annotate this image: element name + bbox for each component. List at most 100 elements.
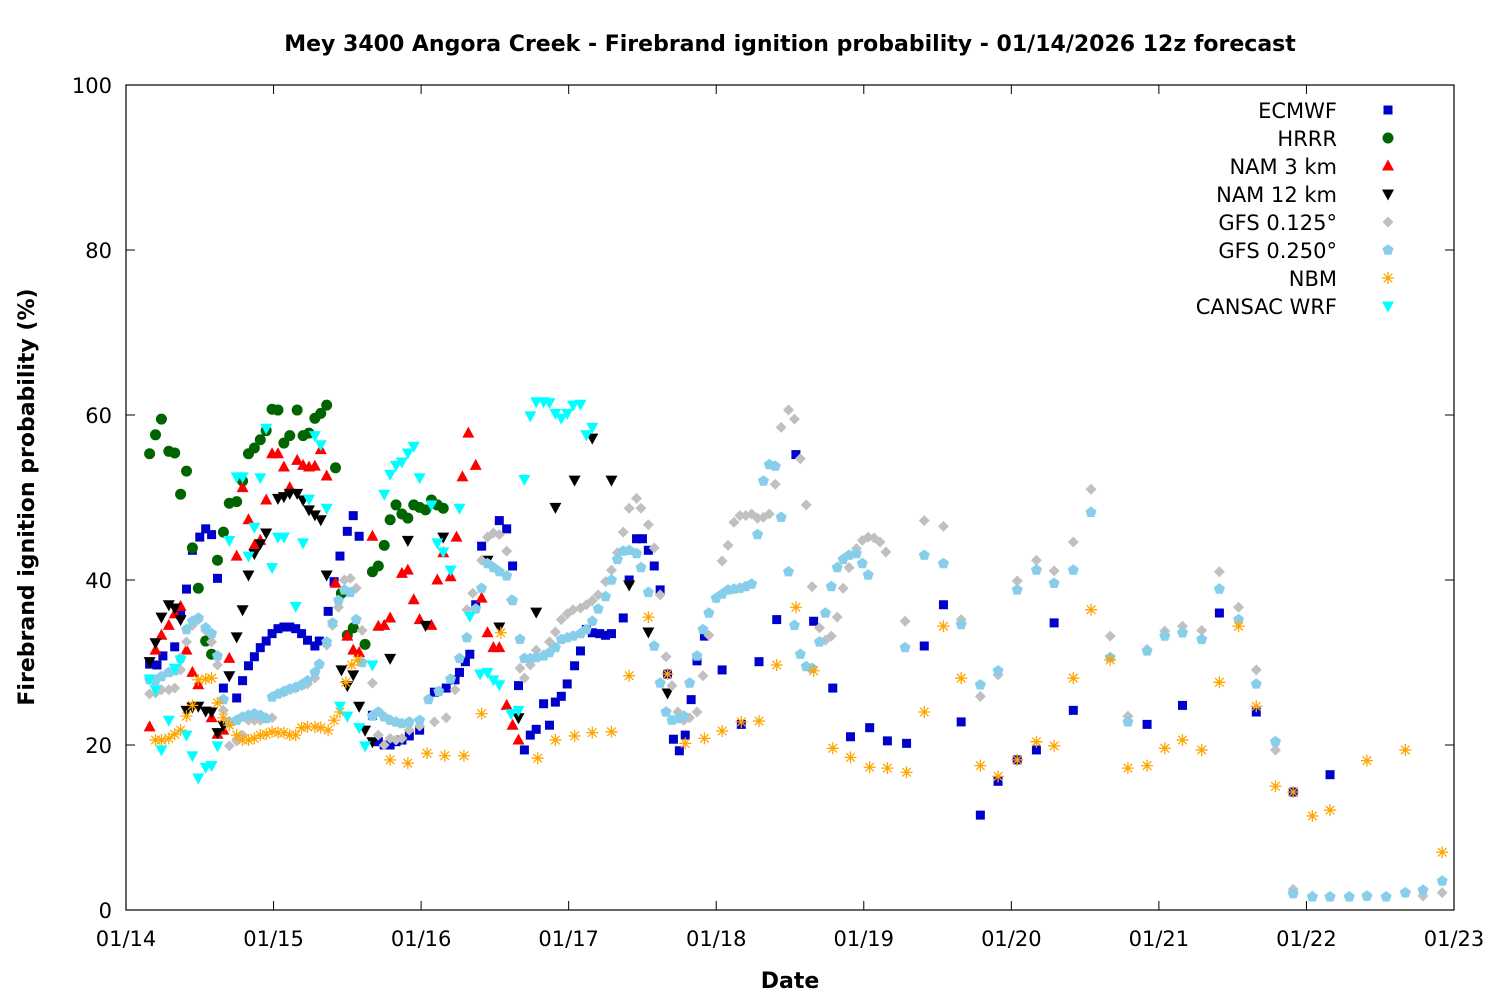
- data-point: [500, 698, 513, 710]
- data-point: [180, 636, 192, 648]
- data-point: [789, 601, 802, 614]
- data-point: [428, 716, 440, 728]
- data-point: [176, 610, 186, 620]
- data-point: [162, 732, 175, 745]
- data-point: [1196, 624, 1208, 636]
- data-point: [323, 606, 333, 616]
- data-point: [1048, 739, 1061, 752]
- legend-label: HRRR: [1277, 127, 1337, 151]
- data-point: [180, 465, 192, 477]
- data-point: [475, 591, 488, 603]
- data-point: [223, 740, 235, 752]
- data-point: [201, 524, 211, 534]
- data-point: [481, 626, 494, 638]
- data-point: [666, 680, 678, 692]
- data-point: [291, 453, 304, 465]
- data-point: [531, 752, 544, 765]
- data-point: [152, 660, 162, 670]
- data-point: [512, 713, 525, 725]
- legend-label: NAM 3 km: [1229, 155, 1337, 179]
- data-point: [212, 650, 223, 661]
- data-point: [150, 429, 162, 441]
- data-point: [1214, 608, 1224, 618]
- data-point: [698, 732, 711, 745]
- data-point: [174, 724, 187, 737]
- data-point: [1104, 654, 1117, 667]
- data-point: [243, 661, 253, 671]
- data-point: [366, 529, 379, 541]
- data-point: [384, 469, 397, 481]
- data-point: [423, 693, 434, 705]
- data-point: [278, 437, 290, 449]
- data-point: [302, 494, 315, 506]
- data-point: [180, 730, 193, 742]
- data-point: [1048, 565, 1060, 577]
- y-tick-label: 40: [85, 569, 112, 593]
- data-point: [320, 503, 333, 515]
- data-point: [632, 534, 642, 544]
- data-point: [1306, 809, 1319, 822]
- data-point: [1361, 890, 1373, 901]
- data-point: [211, 554, 223, 566]
- data-point: [1176, 734, 1189, 747]
- data-point: [378, 618, 391, 630]
- data-point: [384, 753, 397, 766]
- data-point: [344, 572, 356, 584]
- y-tick-label: 60: [85, 404, 112, 428]
- data-point: [680, 730, 690, 740]
- data-point: [1436, 875, 1448, 886]
- data-point: [575, 646, 585, 656]
- legend: ECMWF HRRR NAM 3 km NAM 12 km GFS 0.125° GFS …: [1196, 99, 1394, 319]
- data-point: [697, 670, 709, 682]
- data-point: [642, 519, 654, 531]
- data-point: [697, 623, 709, 635]
- data-point: [200, 622, 212, 633]
- data-point: [320, 570, 333, 582]
- data-point: [1177, 700, 1187, 710]
- data-point: [568, 729, 581, 742]
- data-point: [420, 504, 432, 516]
- data-point: [351, 654, 364, 667]
- data-point: [567, 400, 580, 412]
- data-point: [550, 697, 560, 707]
- data-point: [648, 640, 660, 651]
- data-point: [454, 667, 464, 677]
- data-point: [395, 457, 408, 469]
- data-point: [444, 565, 457, 577]
- data-point: [162, 715, 175, 727]
- data-point: [1011, 753, 1024, 766]
- data-point: [440, 712, 452, 724]
- data-point: [831, 611, 843, 623]
- data-point: [717, 665, 727, 675]
- data-point: [378, 739, 390, 751]
- data-point: [205, 707, 218, 719]
- data-point: [403, 724, 415, 736]
- data-point: [329, 576, 342, 588]
- data-point: [359, 741, 372, 753]
- data-point: [530, 607, 543, 619]
- data-point: [248, 522, 261, 534]
- data-point: [320, 469, 333, 481]
- x-tick-label: 01/19: [834, 927, 895, 951]
- data-point: [881, 762, 894, 775]
- x-tick-label: 01/20: [981, 927, 1042, 951]
- data-point: [474, 669, 487, 681]
- data-point: [314, 636, 324, 646]
- data-point: [155, 413, 167, 425]
- data-point: [757, 475, 769, 486]
- data-point: [1380, 891, 1392, 902]
- data-point: [385, 740, 395, 750]
- data-point: [899, 641, 911, 653]
- data-point: [623, 502, 635, 514]
- data-point: [1122, 716, 1134, 727]
- data-point: [1399, 886, 1411, 898]
- data-point: [567, 604, 579, 616]
- data-point: [254, 539, 267, 551]
- data-point: [661, 668, 674, 681]
- data-point: [308, 510, 321, 522]
- data-point: [623, 669, 636, 682]
- x-tick-label: 01/18: [686, 927, 747, 951]
- data-point: [273, 624, 283, 634]
- data-point: [1399, 743, 1412, 756]
